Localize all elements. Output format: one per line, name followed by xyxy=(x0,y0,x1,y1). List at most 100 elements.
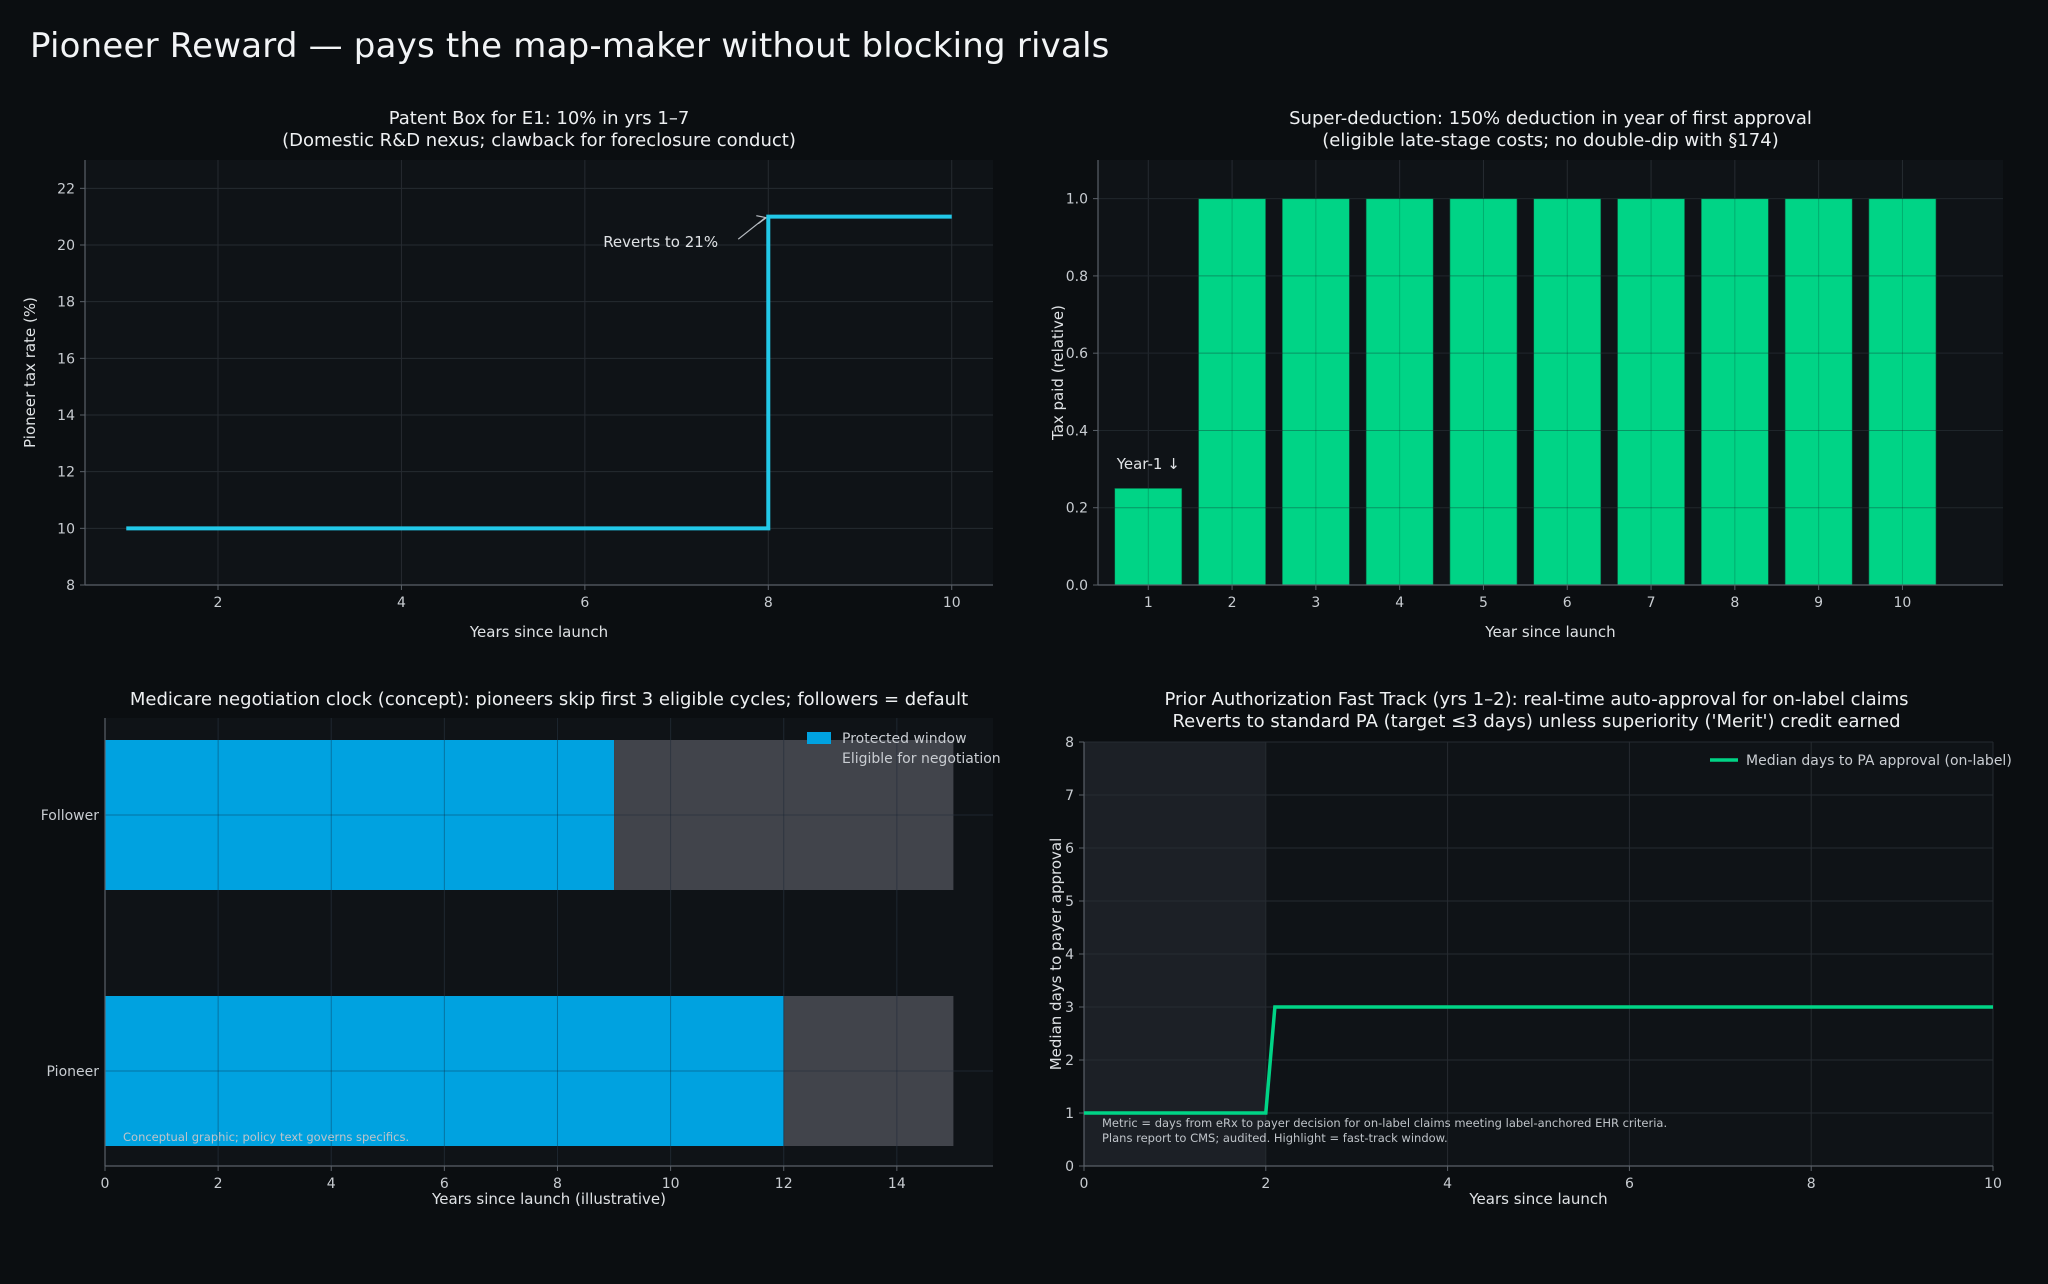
y-tick-label: 20 xyxy=(57,238,75,254)
bar xyxy=(1449,198,1518,586)
annotation-arrow-head xyxy=(756,215,767,225)
protected-window-bar xyxy=(105,996,784,1146)
super-deduction-chart: 0.0 0.2 0.4 0.6 0.8 1.0 1 2 3 4 5 6 7 8 9 10 Year-1 ↓ Sup… xyxy=(1049,108,2003,641)
chart-title-line: Patent Box for E1: 10% in yrs 1–7 xyxy=(389,108,690,129)
x-tick-label: 8 xyxy=(1730,595,1739,611)
x-tick-label: 10 xyxy=(943,595,961,611)
x-axis-title: Year since launch xyxy=(1484,623,1615,641)
x-tick-label: 4 xyxy=(1443,1176,1452,1192)
x-tick-label: 10 xyxy=(1894,595,1912,611)
y-tick-label: 0.6 xyxy=(1066,346,1088,362)
y-tick-label: 3 xyxy=(1065,1000,1074,1016)
y-tick-label: 8 xyxy=(1065,735,1074,751)
legend-label: Protected window xyxy=(842,731,967,747)
prior-auth-chart: 0 2 4 6 8 10 0 1 2 3 4 5 6 7 8 Median days to PA approv… xyxy=(1047,689,2012,1208)
y-tick-label: 6 xyxy=(1065,841,1074,857)
patent-box-chart: 2 4 6 8 10 8 10 12 14 16 18 20 22 Reverts to 21% Paten… xyxy=(21,108,993,641)
year-1-annotation: Year-1 ↓ xyxy=(1116,455,1180,473)
y-tick-label: 1.0 xyxy=(1066,192,1088,208)
x-tick-label: 8 xyxy=(764,595,773,611)
y-axis-title: Median days to payer approval xyxy=(1047,838,1065,1071)
eligible-negotiation-bar xyxy=(783,996,954,1146)
x-tick-label: 10 xyxy=(1984,1176,2002,1192)
x-tick-label: 8 xyxy=(1807,1176,1816,1192)
y-tick-label: 0.8 xyxy=(1066,269,1088,285)
bar xyxy=(1868,198,1937,586)
x-tick-label: 14 xyxy=(888,1176,906,1192)
legend-label: Median days to PA approval (on-label) xyxy=(1746,753,2012,769)
x-tick-label: 4 xyxy=(397,595,406,611)
chart-title-line: (eligible late-stage costs; no double-di… xyxy=(1322,130,1778,151)
bar xyxy=(1282,198,1350,586)
x-axis-title: Years since launch xyxy=(469,623,608,641)
chart-title-line: (Domestic R&D nexus; clawback for forecl… xyxy=(282,130,796,151)
y-axis-title: Tax paid (relative) xyxy=(1049,305,1067,441)
bar xyxy=(1701,198,1769,586)
x-tick-label: 2 xyxy=(1261,1176,1270,1192)
x-tick-label: 10 xyxy=(662,1176,680,1192)
y-axis-title: Pioneer tax rate (%) xyxy=(21,297,39,448)
x-axis-title: Years since launch (illustrative) xyxy=(431,1190,666,1208)
metric-note-line: Plans report to CMS; audited. Highlight … xyxy=(1102,1131,1448,1145)
x-tick-label: 9 xyxy=(1814,595,1823,611)
legend-swatch xyxy=(807,732,831,744)
chart-title-line: Super-deduction: 150% deduction in year … xyxy=(1289,108,1812,129)
bar xyxy=(1533,198,1602,586)
footnote: Conceptual graphic; policy text governs … xyxy=(123,1130,409,1144)
y-tick-label: 14 xyxy=(57,408,75,424)
x-tick-label: 0 xyxy=(101,1176,110,1192)
x-tick-label: 4 xyxy=(1395,595,1404,611)
y-tick-label: Pioneer xyxy=(47,1064,100,1080)
legend-label: Eligible for negotiation xyxy=(842,751,1001,767)
chart-title-line: Reverts to standard PA (target ≤3 days) … xyxy=(1172,711,1900,732)
y-tick-label: 0 xyxy=(1065,1159,1074,1175)
y-tick-label: 5 xyxy=(1065,894,1074,910)
y-tick-label: 18 xyxy=(57,295,75,311)
x-tick-label: 2 xyxy=(1228,595,1237,611)
x-tick-label: 5 xyxy=(1479,595,1488,611)
x-tick-label: 7 xyxy=(1647,595,1656,611)
y-tick-label: 2 xyxy=(1065,1053,1074,1069)
y-tick-label: 1 xyxy=(1065,1106,1074,1122)
metric-note-line: Metric = days from eRx to payer decision… xyxy=(1102,1116,1667,1130)
x-axis-title: Years since launch xyxy=(1468,1190,1607,1208)
bar xyxy=(1365,198,1434,586)
plot-area xyxy=(85,160,993,585)
bar xyxy=(1114,488,1183,586)
x-tick-label: 3 xyxy=(1311,595,1320,611)
x-tick-label: 12 xyxy=(775,1176,793,1192)
y-tick-label: 0.2 xyxy=(1066,501,1088,517)
annotation-label: Reverts to 21% xyxy=(603,233,718,251)
y-tick-label: 10 xyxy=(57,521,75,537)
tax-rate-line xyxy=(126,214,952,531)
y-tick-label: 12 xyxy=(57,465,75,481)
x-tick-label: 2 xyxy=(214,1176,223,1192)
y-tick-label: 7 xyxy=(1065,788,1074,804)
y-tick-label: 0.4 xyxy=(1066,423,1088,439)
bar xyxy=(1617,198,1685,586)
page-title: Pioneer Reward — pays the map-maker with… xyxy=(30,26,1110,66)
bar xyxy=(1784,198,1853,586)
x-tick-label: 6 xyxy=(580,595,589,611)
x-tick-label: 6 xyxy=(1625,1176,1634,1192)
chart-title-line: Prior Authorization Fast Track (yrs 1–2)… xyxy=(1164,689,1908,710)
x-tick-label: 0 xyxy=(1080,1176,1089,1192)
x-tick-label: 4 xyxy=(327,1176,336,1192)
x-tick-label: 2 xyxy=(214,595,223,611)
x-tick-label: 6 xyxy=(440,1176,449,1192)
y-tick-label: 8 xyxy=(66,578,75,594)
chart-title-line: Medicare negotiation clock (concept): pi… xyxy=(130,689,968,710)
legend-swatch xyxy=(807,752,831,764)
y-tick-label: 16 xyxy=(57,351,75,367)
protected-window-bar xyxy=(105,740,615,890)
y-tick-label: Follower xyxy=(41,808,100,824)
y-tick-label: 22 xyxy=(57,181,75,197)
x-tick-label: 1 xyxy=(1144,595,1153,611)
median-days-line xyxy=(1084,1005,1993,1115)
x-tick-label: 6 xyxy=(1563,595,1572,611)
bar xyxy=(1198,198,1266,586)
y-tick-label: 4 xyxy=(1065,947,1074,963)
x-tick-label: 8 xyxy=(553,1176,562,1192)
eligible-negotiation-bar xyxy=(614,740,954,890)
